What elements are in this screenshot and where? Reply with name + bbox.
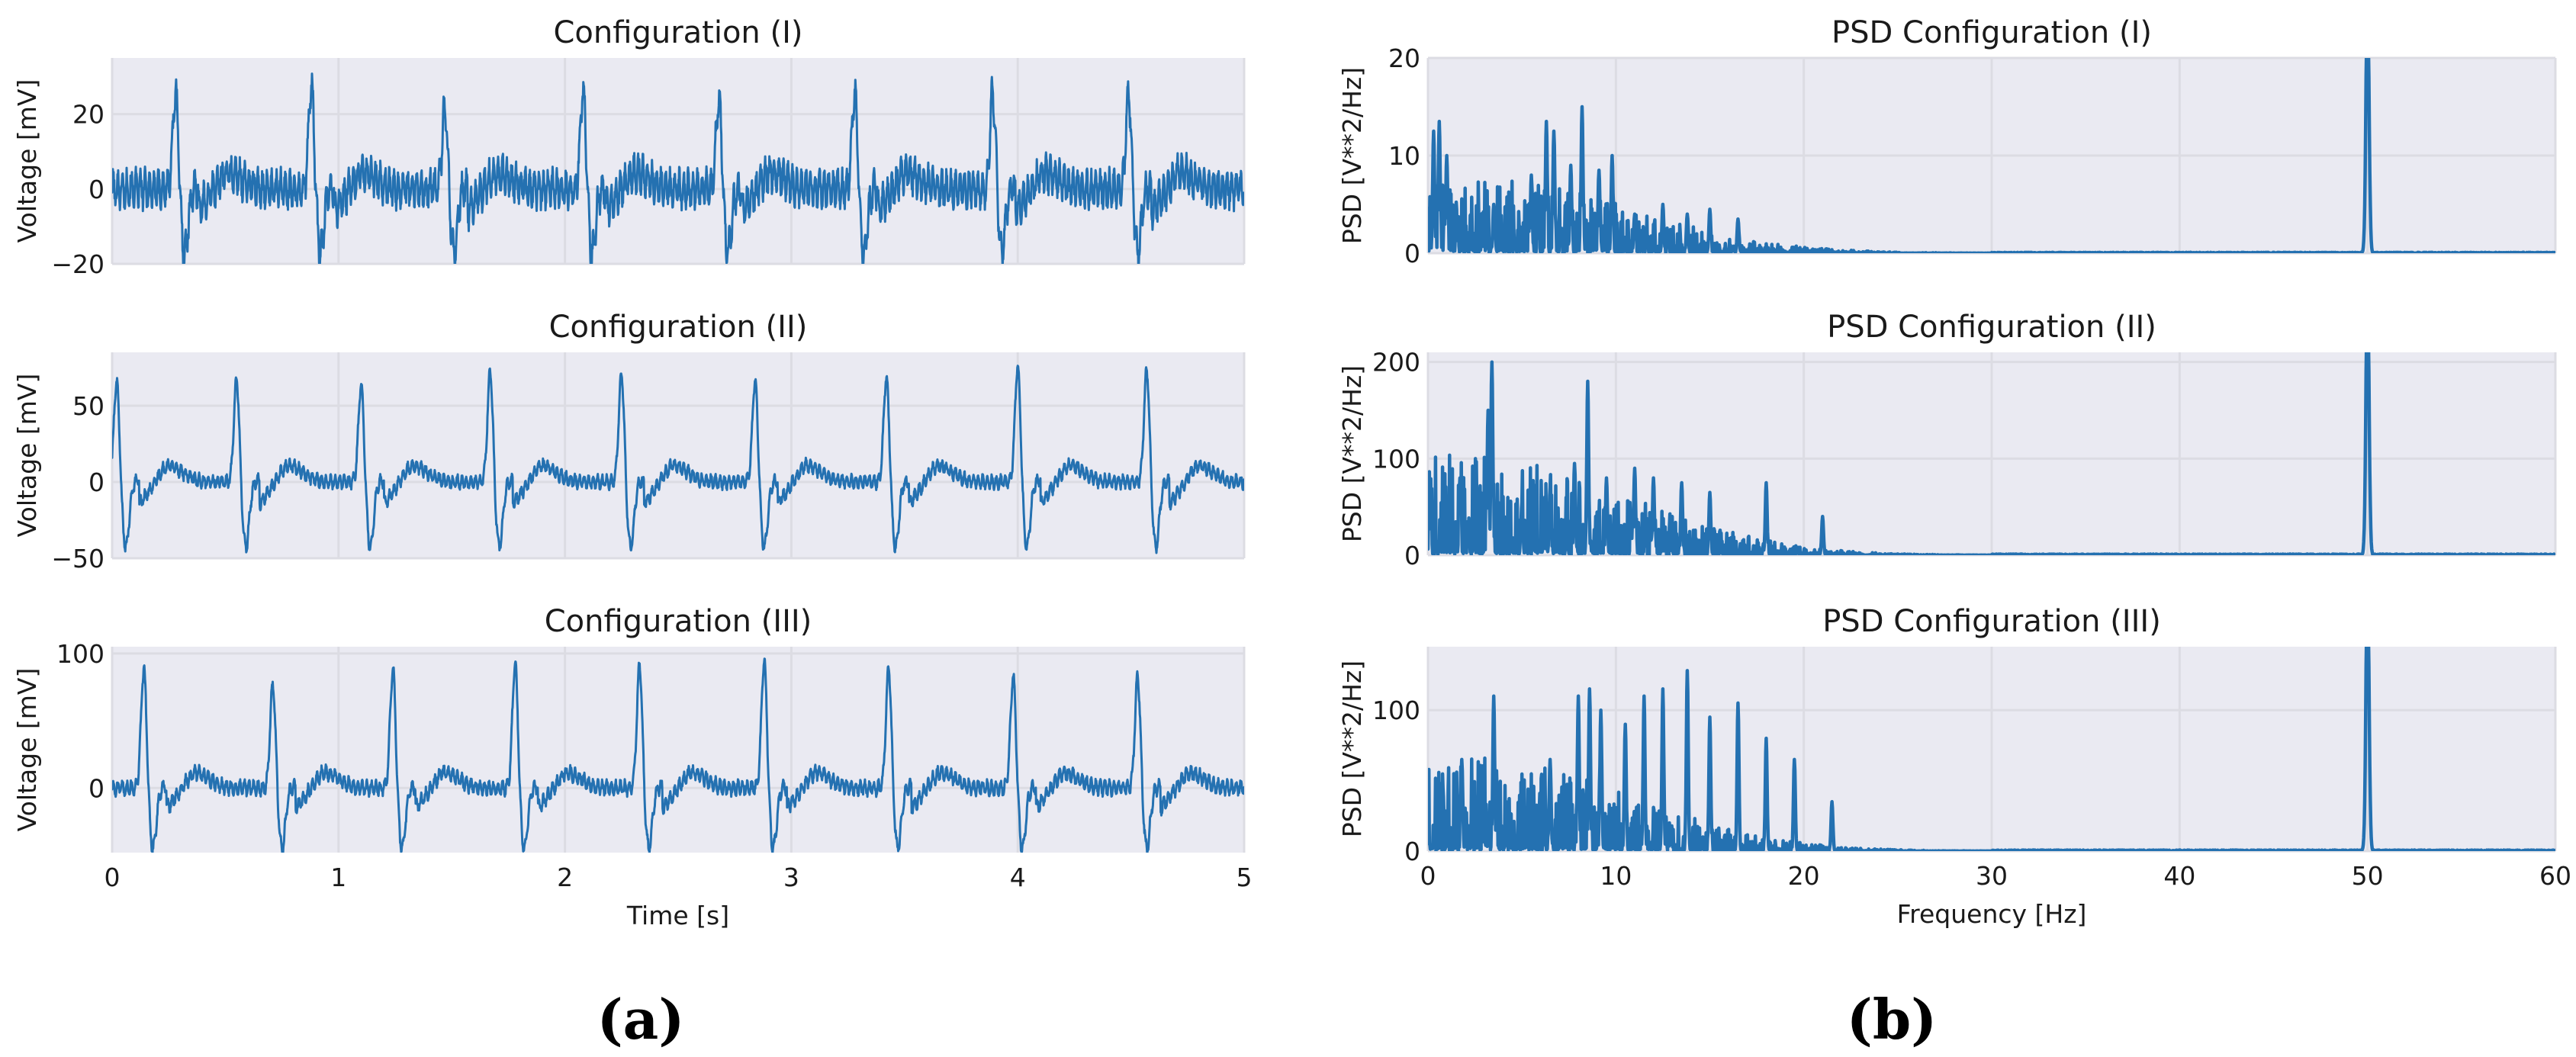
y-tick-label: −20 [51, 249, 105, 279]
y-axis-label: PSD [V**2/Hz] [1337, 67, 1367, 244]
y-tick-label: 0 [88, 773, 105, 803]
chart-title: Configuration (III) [545, 604, 812, 639]
y-tick-label: 0 [88, 175, 105, 204]
y-axis-label: PSD [V**2/Hz] [1337, 365, 1367, 542]
x-tick-label: 5 [1237, 863, 1253, 892]
series-line [1428, 352, 2555, 555]
series-line [112, 72, 1244, 264]
chart-panel-1: Configuration (I) −20 0 20 Voltage [mV] [12, 15, 1246, 279]
x-axis-label: Frequency [Hz] [1897, 899, 2087, 929]
y-tick-label: 0 [1404, 239, 1420, 268]
series-line [112, 657, 1244, 853]
y-tick-label: 0 [1404, 541, 1420, 570]
series-line [1428, 58, 2555, 253]
chart-title: Configuration (II) [549, 310, 808, 345]
chart-title: PSD Configuration (I) [1832, 15, 2152, 50]
x-tick-label: 50 [2352, 861, 2384, 891]
y-tick-label: 0 [88, 467, 105, 497]
x-tick-label: 60 [2539, 861, 2571, 891]
plot-area [112, 352, 1244, 558]
series-line [1428, 647, 2555, 851]
x-tick-label: 2 [557, 863, 573, 892]
chart-panel-3: Configuration (III) 0 100 0 1 2 3 4 5 Voltage [mV… [12, 604, 1253, 930]
y-tick-label: 100 [1372, 696, 1420, 725]
y-tick-label: 50 [72, 391, 105, 421]
chart-title: PSD Configuration (III) [1822, 604, 2161, 639]
series-line [112, 365, 1244, 554]
chart-panel-4: PSD Configuration (I) 0 10 20 PSD [V**2/Hz] [1337, 15, 2557, 268]
plot-area [112, 58, 1244, 264]
x-axis-label: Time [s] [626, 901, 729, 930]
x-tick-label: 20 [1788, 861, 1820, 891]
y-axis-label: Voltage [mV] [12, 668, 42, 832]
y-tick-label: 200 [1372, 348, 1420, 378]
chart-panel-2: Configuration (II) −50 0 50 Voltage [mV] [12, 310, 1246, 573]
x-tick-label: 3 [783, 863, 799, 892]
caption-right: (b) [1847, 987, 1937, 1052]
caption-left: (a) [597, 987, 685, 1052]
y-axis-label: PSD [V**2/Hz] [1337, 660, 1367, 837]
x-tick-label: 1 [330, 863, 346, 892]
y-tick-label: 20 [1388, 43, 1420, 73]
y-axis-label: Voltage [mV] [12, 374, 42, 538]
x-tick-label: 10 [1600, 861, 1632, 891]
x-tick-label: 0 [105, 863, 121, 892]
y-axis-label: Voltage [mV] [12, 79, 42, 243]
y-tick-label: 0 [1404, 837, 1420, 866]
chart-panel-6: PSD Configuration (III) 0 100 0 10 20 30 40 50 60… [1337, 604, 2571, 929]
y-tick-label: −50 [51, 544, 105, 573]
x-tick-label: 4 [1010, 863, 1026, 892]
x-tick-label: 30 [1976, 861, 2008, 891]
y-tick-label: 100 [1372, 444, 1420, 474]
plot-area [112, 647, 1244, 853]
y-tick-label: 20 [72, 100, 105, 130]
x-tick-label: 0 [1420, 861, 1436, 891]
y-tick-label: 100 [56, 639, 105, 669]
chart-title: Configuration (I) [554, 15, 803, 50]
y-tick-label: 10 [1388, 141, 1420, 171]
x-tick-label: 40 [2163, 861, 2195, 891]
chart-title: PSD Configuration (II) [1827, 310, 2156, 345]
